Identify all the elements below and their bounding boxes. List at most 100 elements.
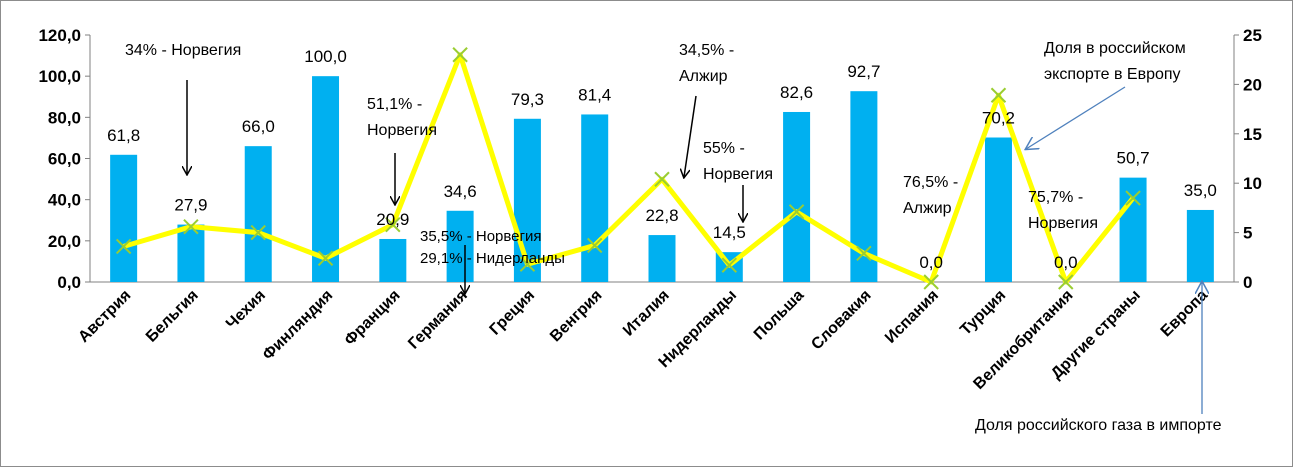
bar	[244, 146, 272, 282]
category-label: Словакия	[808, 287, 874, 353]
category-label: Бельгия	[143, 287, 202, 346]
bar-labels: 61,8 27,9 66,0 100,0 20,9 34,6 79,3 81,4 22,8 14,…	[107, 47, 1217, 272]
bar	[312, 76, 340, 283]
annotation-belgium: 34% - Норвегия	[125, 42, 241, 59]
bar-data-label: 14,5	[713, 223, 746, 242]
bar-data-label: 50,7	[1117, 149, 1150, 168]
bar-data-label: 20,9	[376, 210, 409, 229]
annotation-germany-line2: 29,1% - Нидерланды	[420, 250, 565, 267]
line-point-marker	[788, 204, 805, 220]
bar-data-label: 82,6	[780, 83, 813, 102]
category-label: Чехия	[223, 287, 269, 333]
annotation-export-share-line2: экспорте в Европу	[1044, 66, 1181, 83]
left-ticks: 0,0 20,0 40,0 60,0 80,0 100,0 120,0	[38, 26, 90, 292]
annotation-export-share-line1: Доля в российском	[1044, 40, 1186, 57]
line-point-marker	[990, 87, 1007, 103]
bar	[513, 118, 541, 282]
annotation-uk-line2: Норвегия	[1028, 215, 1098, 232]
category-label: Финляндия	[260, 287, 337, 364]
bar	[110, 154, 138, 282]
bar	[379, 238, 407, 282]
left-tick-label: 0,0	[57, 273, 81, 292]
line-point-marker	[385, 216, 401, 233]
arrow-italy	[684, 95, 697, 177]
left-tick-label: 60,0	[48, 150, 81, 169]
left-tick-label: 40,0	[48, 191, 81, 210]
annotation-netherlands-line1: 55% -	[703, 140, 745, 157]
category-label: Италия	[620, 287, 673, 340]
bars	[110, 76, 1214, 283]
right-tick-label: 0	[1243, 273, 1252, 292]
bar	[984, 137, 1012, 282]
bar	[581, 114, 609, 283]
left-tick-label: 20,0	[48, 232, 81, 251]
line-point-marker	[856, 245, 872, 262]
bar	[1186, 209, 1214, 282]
bar	[446, 210, 474, 282]
bar	[783, 111, 811, 283]
right-ticks: 0 5 10 15 20 25	[1234, 26, 1262, 292]
bar-data-label: 0,0	[919, 253, 943, 272]
line-point-marker	[1058, 274, 1074, 290]
bar	[177, 224, 205, 282]
bar-data-label: 70,2	[982, 109, 1015, 128]
annotation-italy-line2: Алжир	[679, 68, 728, 85]
line-point-marker	[317, 250, 334, 266]
category-label: Польша	[751, 287, 808, 344]
bar	[648, 235, 676, 282]
left-tick-label: 80,0	[48, 108, 81, 127]
bar-data-label: 66,0	[242, 117, 275, 136]
line-point-marker	[452, 47, 468, 63]
annotation-germany-line1: 35,5% - Норвегия	[420, 228, 542, 245]
right-tick-label: 15	[1243, 125, 1262, 144]
bar-data-label: 100,0	[304, 47, 347, 66]
line-point-marker	[721, 257, 738, 273]
line-layer	[115, 47, 1141, 290]
bar-data-label: 27,9	[174, 196, 207, 215]
line-point-marker	[519, 256, 536, 272]
annotation-france-line1: 51,1% -	[367, 96, 422, 113]
category-label: Греция	[487, 287, 539, 339]
annotation-uk-line1: 75,7% -	[1028, 189, 1083, 206]
line-point-marker	[183, 218, 199, 235]
annotation-italy-line1: 34,5% -	[679, 42, 734, 59]
bar-data-label: 61,8	[107, 126, 140, 145]
category-label: Австрия	[75, 287, 134, 346]
left-tick-label: 120,0	[38, 26, 81, 45]
category-label: Венгрия	[547, 287, 606, 346]
line-point-marker	[654, 171, 670, 187]
annotations: 34% - Норвегия 51,1% - Норвегия 35,5% - …	[125, 40, 1222, 434]
bar-data-label: 34,6	[444, 182, 477, 201]
export-share-line	[122, 52, 1136, 285]
bar-data-label: 81,4	[578, 85, 611, 104]
bar-data-label: 35,0	[1184, 181, 1217, 200]
annotation-import-share: Доля российского газа в импорте	[975, 417, 1222, 434]
right-tick-label: 5	[1243, 224, 1252, 243]
right-tick-label: 20	[1243, 75, 1262, 94]
arrow-export-share	[1026, 86, 1126, 149]
category-label: Испания	[882, 287, 942, 347]
right-tick-label: 25	[1243, 26, 1262, 45]
bar-data-label: 92,7	[847, 62, 880, 81]
line-point-marker	[250, 224, 266, 241]
line-point-marker	[586, 237, 603, 254]
category-label: Германия	[405, 287, 471, 353]
category-label: Турция	[957, 287, 1009, 339]
category-label: Европа	[1158, 287, 1212, 341]
annotation-spain-line2: Алжир	[903, 200, 952, 217]
annotation-spain-line1: 76,5% -	[903, 174, 958, 191]
bar-data-label: 79,3	[511, 90, 544, 109]
right-tick-label: 10	[1243, 174, 1262, 193]
annotation-france-line2: Норвегия	[367, 122, 437, 139]
category-label: Франция	[341, 287, 403, 349]
line-point-marker	[923, 274, 939, 290]
annotation-netherlands-line2: Норвегия	[703, 166, 773, 183]
bar-data-label: 22,8	[645, 206, 678, 225]
left-tick-label: 100,0	[38, 67, 81, 86]
line-point-marker	[115, 238, 132, 255]
line-point-marker	[1125, 190, 1141, 206]
bar-data-label: 0,0	[1054, 253, 1078, 272]
